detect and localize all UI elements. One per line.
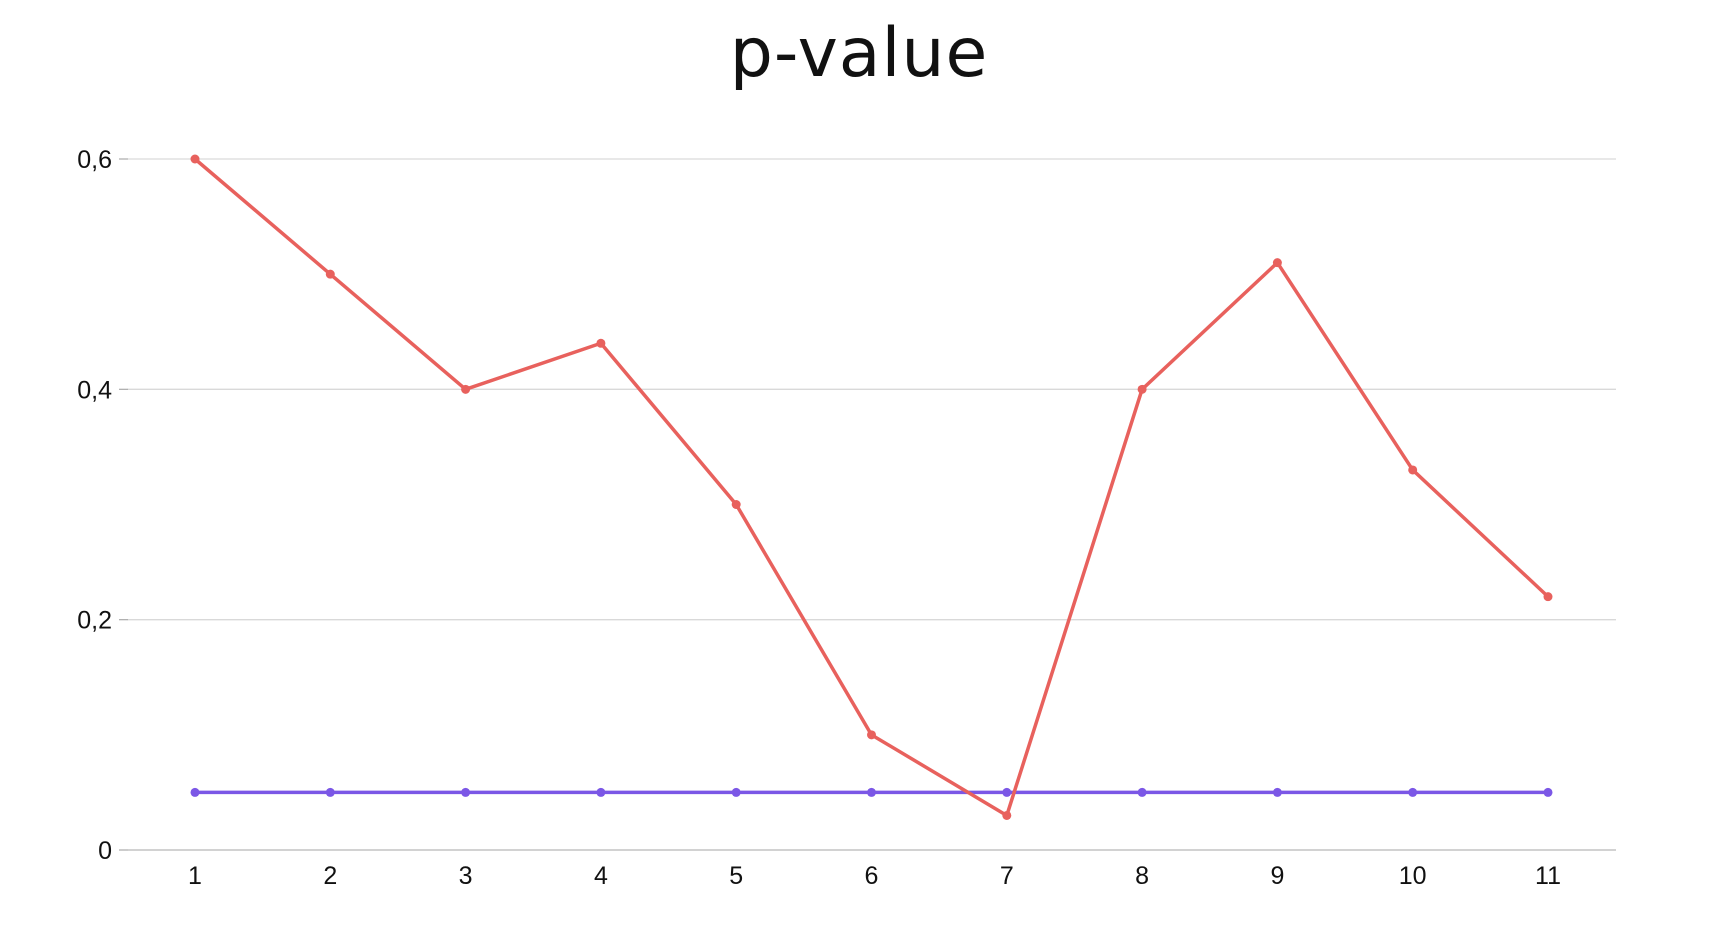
y-tick-label-2: 0,4 <box>77 376 112 404</box>
series-0-point-7 <box>1137 384 1147 394</box>
series-0-point-0 <box>190 154 200 164</box>
series-1-point-1 <box>325 787 335 797</box>
y-tick-label-0: 0 <box>98 837 112 865</box>
x-tick-label-4: 5 <box>729 862 743 890</box>
series-0-point-3 <box>596 338 606 348</box>
x-tick-label-1: 2 <box>323 862 337 890</box>
series-0-point-9 <box>1408 465 1418 475</box>
series-1-point-7 <box>1137 787 1147 797</box>
x-tick-label-7: 8 <box>1135 862 1149 890</box>
x-tick-label-6: 7 <box>1000 862 1014 890</box>
series-1-point-8 <box>1272 787 1282 797</box>
series-lines <box>190 154 1553 820</box>
axes <box>119 158 1616 851</box>
series-1-point-4 <box>731 787 741 797</box>
series-1-point-10 <box>1543 787 1553 797</box>
x-tick-label-8: 9 <box>1270 862 1284 890</box>
series-1-point-9 <box>1408 787 1418 797</box>
series-1-point-0 <box>190 787 200 797</box>
x-tick-label-2: 3 <box>459 862 473 890</box>
x-tick-label-3: 4 <box>594 862 608 890</box>
series-1-point-2 <box>461 787 471 797</box>
series-1-point-5 <box>867 787 876 797</box>
series-0-line <box>193 157 1550 818</box>
x-tick-label-10: 11 <box>1535 862 1561 890</box>
tick-labels: 0 0,2 0,4 0,6 1 2 3 4 5 6 7 8 9 10 11 <box>77 146 1561 890</box>
y-tick-label-3: 0,6 <box>77 146 112 174</box>
series-0-point-10 <box>1543 592 1553 602</box>
series-1-point-3 <box>596 787 606 797</box>
series-1-point-6 <box>1002 787 1012 797</box>
y-tick-label-1: 0,2 <box>77 607 112 635</box>
series-0-point-8 <box>1272 258 1282 268</box>
x-tick-label-5: 6 <box>865 862 879 890</box>
x-tick-label-9: 10 <box>1399 862 1427 890</box>
series-0-point-2 <box>461 384 471 394</box>
chart-title: p-value <box>729 14 989 93</box>
series-0-point-5 <box>867 730 876 740</box>
series-0-point-4 <box>731 500 741 509</box>
gridlines <box>128 158 1616 621</box>
series-0-point-6 <box>1002 810 1012 820</box>
x-tick-label-0: 1 <box>188 862 202 890</box>
series-0-point-1 <box>325 269 335 279</box>
